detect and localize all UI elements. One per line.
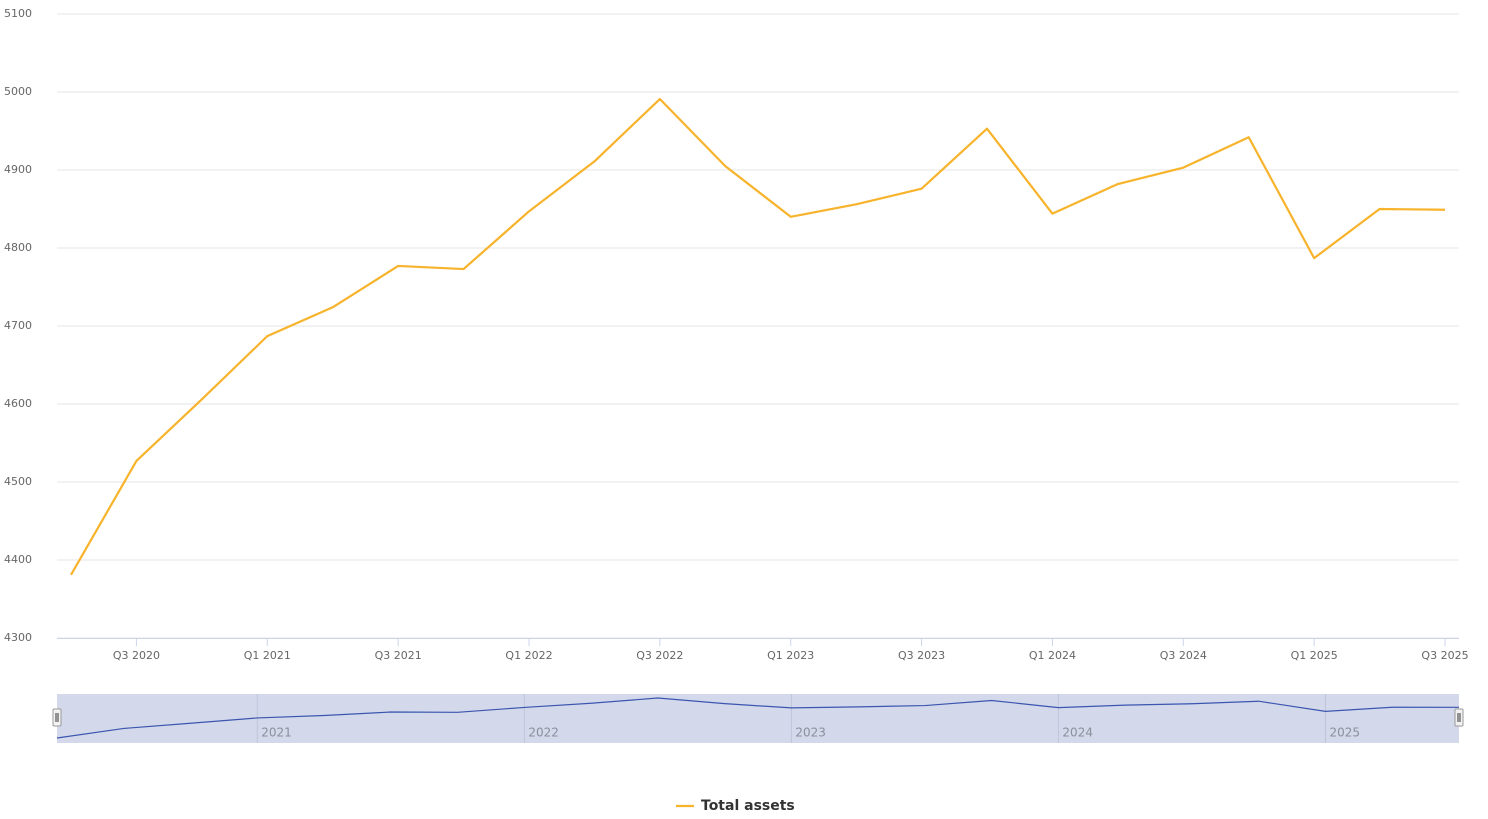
x-tick-label: Q3 2023 [898, 649, 945, 662]
x-tick-label: Q1 2021 [244, 649, 291, 662]
navigator-label: 2022 [528, 726, 559, 740]
legend: Total assets [676, 798, 795, 814]
x-tick-label: Q1 2023 [767, 649, 814, 662]
y-tick-label: 4400 [4, 553, 32, 566]
navigator: 2021 2022 2023 2024 2025 [52, 694, 1464, 743]
y-tick-label: 4800 [4, 241, 32, 254]
x-tick-label: Q1 2022 [505, 649, 552, 662]
line-series [70, 97, 1446, 576]
x-tick-label: Q3 2025 [1421, 649, 1468, 662]
x-tick-label: Q3 2021 [375, 649, 422, 662]
x-tick-label: Q3 2024 [1160, 649, 1207, 662]
x-tick-label: Q1 2024 [1029, 649, 1076, 662]
legend-label: Total assets [701, 798, 795, 814]
y-tick-label: 4300 [4, 631, 32, 644]
x-tick-label: Q3 2022 [636, 649, 683, 662]
navigator-label: 2021 [261, 726, 292, 740]
navigator-label: 2025 [1329, 726, 1360, 740]
y-tick-label: 4500 [4, 475, 32, 488]
y-tick-label: 4900 [4, 163, 32, 176]
y-tick-label: 5100 [4, 7, 32, 20]
navigator-label: 2023 [795, 726, 826, 740]
navigator-label: 2024 [1062, 726, 1093, 740]
navigator-line [56, 697, 1460, 739]
x-tick-label: Q1 2025 [1291, 649, 1338, 662]
y-tick-label: 5000 [4, 85, 32, 98]
y-tick-label: 4600 [4, 397, 32, 410]
y-tick-label: 4700 [4, 319, 32, 332]
navigator-handle [1454, 708, 1464, 727]
x-tick-label: Q3 2020 [113, 649, 160, 662]
navigator-handle [52, 708, 62, 727]
